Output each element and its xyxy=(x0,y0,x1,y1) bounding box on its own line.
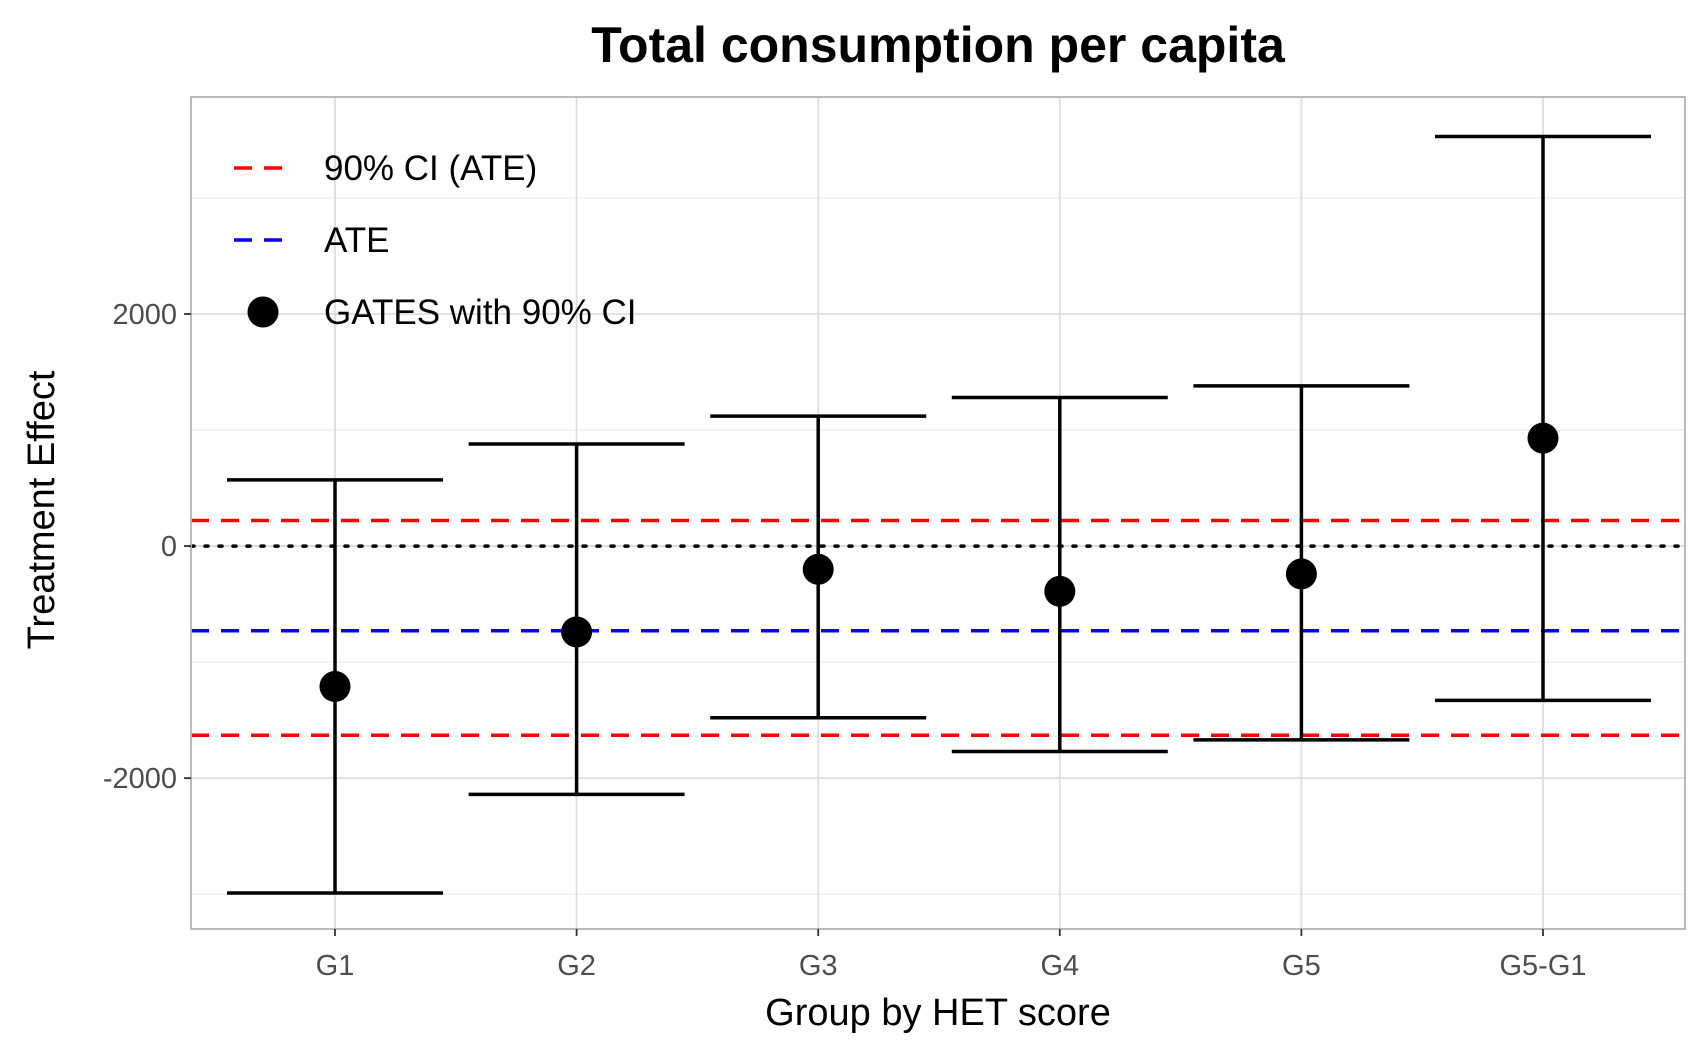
plot-area: -2000 0 2000 G1 G2 G3 G4 G5 G5-G1 xyxy=(103,96,1687,982)
y-tick-label: -2000 xyxy=(103,763,177,795)
point-g1 xyxy=(319,670,351,702)
point-g3 xyxy=(802,553,834,585)
x-tick-label: G1 xyxy=(316,950,355,982)
plot-background xyxy=(191,97,1685,929)
point-g5-g1 xyxy=(1527,422,1559,454)
x-tick-label: G5 xyxy=(1282,950,1321,982)
point-g4 xyxy=(1044,575,1076,607)
x-tick-label: G3 xyxy=(799,950,838,982)
legend: 90% CI (ATE) ATE GATES with 90% CI xyxy=(234,149,637,332)
y-axis-title: Treatment Effect xyxy=(21,370,63,649)
y-tick-label: 0 xyxy=(161,531,177,563)
x-tick-label: G2 xyxy=(557,950,596,982)
y-tick-label: 2000 xyxy=(112,299,177,331)
point-g5 xyxy=(1285,558,1317,590)
plot-border xyxy=(190,96,1686,930)
legend-label-0: 90% CI (ATE) xyxy=(324,149,537,188)
x-tick-label: G4 xyxy=(1040,950,1079,982)
point-g2 xyxy=(561,616,593,648)
legend-label-2: GATES with 90% CI xyxy=(324,293,637,332)
chart-title: Total consumption per capita xyxy=(591,17,1286,73)
legend-key-2 xyxy=(247,296,279,328)
x-axis-title: Group by HET score xyxy=(765,992,1111,1034)
x-tick-label: G5-G1 xyxy=(1499,950,1586,982)
legend-label-1: ATE xyxy=(324,221,389,260)
